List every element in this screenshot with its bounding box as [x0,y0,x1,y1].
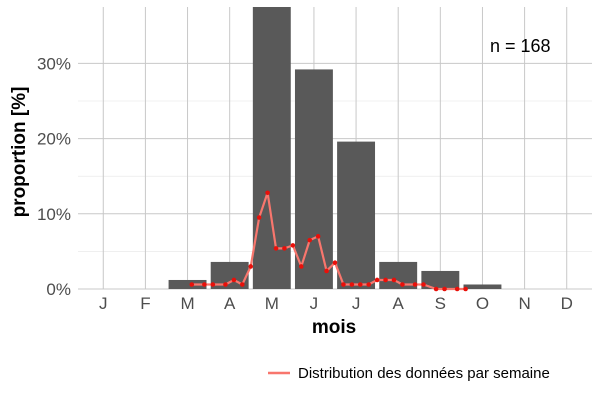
series-point [349,282,355,287]
bar [252,7,291,289]
series-point [442,286,447,292]
series-point [273,246,279,251]
series-point [298,264,304,269]
x-tick-label: O [476,294,489,313]
x-tick-label: F [140,294,150,313]
series-point [315,234,321,239]
sample-size-annotation: n = 168 [490,36,551,56]
x-tick-label: M [265,294,279,313]
bar [294,69,333,289]
series-point [383,277,388,283]
series-point [265,190,270,196]
series-point [290,243,296,248]
series-point [210,282,216,287]
x-tick-label: D [561,294,573,313]
x-tick-label: J [99,294,108,313]
series-point [366,282,372,287]
series-point [282,246,287,251]
series-point [341,282,346,287]
x-tick-label: M [180,294,194,313]
series-point [307,237,313,243]
y-tick-label: 0% [46,280,71,299]
bars [168,7,502,289]
series-point [248,264,254,269]
series-point [412,282,418,287]
series-point [433,286,439,292]
series-point [189,282,195,287]
x-tick-label: N [518,294,530,313]
series-point [357,282,363,287]
x-tick-label: S [435,294,446,313]
x-axis-title: mois [312,317,356,338]
y-tick-label: 10% [37,205,71,224]
series-point [391,277,397,283]
series-point [421,282,426,287]
legend: Distribution des données par semaine [268,365,550,382]
series-point [202,282,207,287]
bar [421,270,460,289]
series-point [231,277,237,283]
series-point [256,215,262,220]
bar [337,141,376,289]
x-tick-label: J [310,294,319,313]
series-point [324,268,329,274]
series-point [374,277,380,283]
series-point [240,282,245,287]
y-axis-title: proportion [%] [9,87,30,218]
series-point [463,286,468,292]
bar [463,284,502,289]
series-point [400,282,405,287]
series-point [454,286,460,292]
y-tick-label: 30% [37,54,71,73]
legend-label: Distribution des données par semaine [298,365,550,382]
series-point [223,282,228,287]
weekly-line-series [189,190,468,292]
x-tick-label: J [352,294,361,313]
y-axis-ticks: 0% 10% 20% 30% [37,54,71,299]
bar [168,279,207,289]
series-point [332,260,338,265]
x-tick-label: A [224,294,236,313]
y-tick-label: 20% [37,130,71,149]
x-tick-label: A [393,294,405,313]
